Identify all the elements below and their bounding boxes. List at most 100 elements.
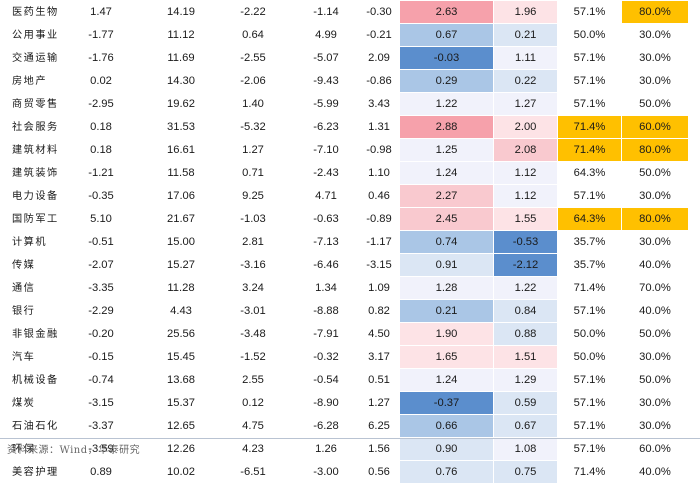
value-col-4: -7.10 (313, 144, 339, 156)
value-col-5: 1.09 (368, 282, 390, 294)
value-col-2: 15.27 (167, 259, 195, 271)
pct-col-1: 57.1% (558, 185, 622, 208)
value-col-1: -1.77 (88, 29, 114, 41)
pct-col-2: 40.0% (622, 300, 688, 323)
value-col-5: 1.31 (368, 121, 390, 133)
pct-col-1: 57.1% (558, 1, 622, 24)
table-row: 建筑装饰 -1.21 11.58 0.71 -2.43 1.10 1.24 1.12 64.3%… (0, 162, 700, 185)
value-col-4: -6.23 (313, 121, 339, 133)
table-row: 社会服务 0.18 31.53 -5.32 -6.23 1.31 2.88 2.00 71.4%… (0, 116, 700, 139)
value-col-2: 12.65 (167, 420, 195, 432)
score-col-1: -0.03 (400, 47, 494, 70)
value-col-2: 16.61 (167, 144, 195, 156)
score-col-2: 0.22 (494, 70, 558, 93)
score-col-1: 0.21 (400, 300, 494, 323)
industry-name: 银行 (12, 306, 36, 317)
score-col-1: 1.22 (400, 93, 494, 116)
value-col-3: -3.16 (240, 259, 266, 271)
value-col-5: -0.98 (366, 144, 392, 156)
score-col-1: 2.45 (400, 208, 494, 231)
pct-col-2: 30.0% (622, 415, 688, 438)
table-row: 电力设备 -0.35 17.06 9.25 4.71 0.46 2.27 1.12 57.1% 3… (0, 185, 700, 208)
pct-col-2: 30.0% (622, 47, 688, 70)
pct-col-1: 35.7% (558, 231, 622, 254)
pct-col-1: 71.4% (558, 461, 622, 484)
score-col-1: 0.66 (400, 415, 494, 438)
industry-name: 非银金融 (12, 329, 59, 340)
value-col-2: 19.62 (167, 98, 195, 110)
value-col-4: 1.26 (315, 443, 337, 455)
value-col-4: -7.91 (313, 328, 339, 340)
value-col-1: -3.37 (88, 420, 114, 432)
pct-col-1: 71.4% (558, 116, 622, 139)
pct-col-2: 30.0% (622, 24, 688, 47)
value-col-1: -1.21 (88, 167, 114, 179)
table-row: 环保 -3.59 12.26 4.23 1.26 1.56 0.90 1.08 57.1% 60.… (0, 438, 700, 461)
value-col-1: -0.35 (88, 190, 114, 202)
score-col-2: 1.51 (494, 346, 558, 369)
value-col-3: -3.48 (240, 328, 266, 340)
value-col-3: -5.32 (240, 121, 266, 133)
value-col-4: -0.32 (313, 351, 339, 363)
value-col-4: 4.99 (315, 29, 337, 41)
score-col-1: 1.24 (400, 369, 494, 392)
table-row: 煤炭 -3.15 15.37 0.12 -8.90 1.27 -0.37 0.59 57.1% 3… (0, 392, 700, 415)
table-row: 银行 -2.29 4.43 -3.01 -8.88 0.82 0.21 0.84 57.1% 40… (0, 300, 700, 323)
score-col-1: 0.67 (400, 24, 494, 47)
score-col-2: 1.29 (494, 369, 558, 392)
industry-name: 交通运输 (12, 53, 59, 64)
value-col-3: -1.03 (240, 213, 266, 225)
pct-col-1: 35.7% (558, 254, 622, 277)
pct-col-2: 50.0% (622, 323, 688, 346)
value-col-1: -3.35 (88, 282, 114, 294)
value-col-4: -5.99 (313, 98, 339, 110)
pct-col-2: 80.0% (622, 1, 688, 24)
pct-col-2: 60.0% (622, 116, 688, 139)
value-col-3: -6.51 (240, 466, 266, 478)
industry-name: 建筑装饰 (12, 168, 59, 179)
value-col-4: -6.28 (313, 420, 339, 432)
value-col-5: 3.43 (368, 98, 390, 110)
score-col-2: 1.08 (494, 438, 558, 461)
pct-col-2: 60.0% (622, 438, 688, 461)
score-col-2: 1.11 (494, 47, 558, 70)
source-note: 资料来源：Wind，华泰研究 (7, 445, 141, 456)
value-col-5: 1.10 (368, 167, 390, 179)
table-row: 石油石化 -3.37 12.65 4.75 -6.28 6.25 0.66 0.67 57.1%… (0, 415, 700, 438)
score-col-1: 1.25 (400, 139, 494, 162)
score-col-2: 2.00 (494, 116, 558, 139)
value-col-1: -0.15 (88, 351, 114, 363)
value-col-3: 2.55 (242, 374, 264, 386)
value-col-5: -0.21 (366, 29, 392, 41)
score-col-2: 1.22 (494, 277, 558, 300)
value-col-4: 1.34 (315, 282, 337, 294)
table-row: 国防军工 5.10 21.67 -1.03 -0.63 -0.89 2.45 1.55 64.3… (0, 208, 700, 231)
score-col-2: -2.12 (494, 254, 558, 277)
pct-col-1: 57.1% (558, 47, 622, 70)
value-col-5: -3.15 (366, 259, 392, 271)
pct-col-2: 30.0% (622, 231, 688, 254)
value-col-3: 4.23 (242, 443, 264, 455)
table-row: 非银金融 -0.20 25.56 -3.48 -7.91 4.50 1.90 0.88 50.0… (0, 323, 700, 346)
value-col-3: -3.01 (240, 305, 266, 317)
pct-col-1: 71.4% (558, 277, 622, 300)
score-col-1: 2.88 (400, 116, 494, 139)
industry-name: 煤炭 (12, 398, 36, 409)
pct-col-1: 57.1% (558, 369, 622, 392)
score-col-2: 1.55 (494, 208, 558, 231)
pct-col-1: 50.0% (558, 346, 622, 369)
value-col-2: 25.56 (167, 328, 195, 340)
value-col-2: 13.68 (167, 374, 195, 386)
industry-name: 社会服务 (12, 122, 59, 133)
pct-col-1: 57.1% (558, 70, 622, 93)
value-col-2: 15.00 (167, 236, 195, 248)
table-row: 医药生物 1.47 14.19 -2.22 -1.14 -0.30 2.63 1.96 57.1… (0, 1, 700, 24)
value-col-4: -0.54 (313, 374, 339, 386)
score-col-1: 0.90 (400, 438, 494, 461)
value-col-1: 5.10 (90, 213, 112, 225)
value-col-4: -8.88 (313, 305, 339, 317)
pct-col-2: 30.0% (622, 346, 688, 369)
pct-col-2: 80.0% (622, 208, 688, 231)
value-col-4: 4.71 (315, 190, 337, 202)
value-col-5: -0.86 (366, 75, 392, 87)
